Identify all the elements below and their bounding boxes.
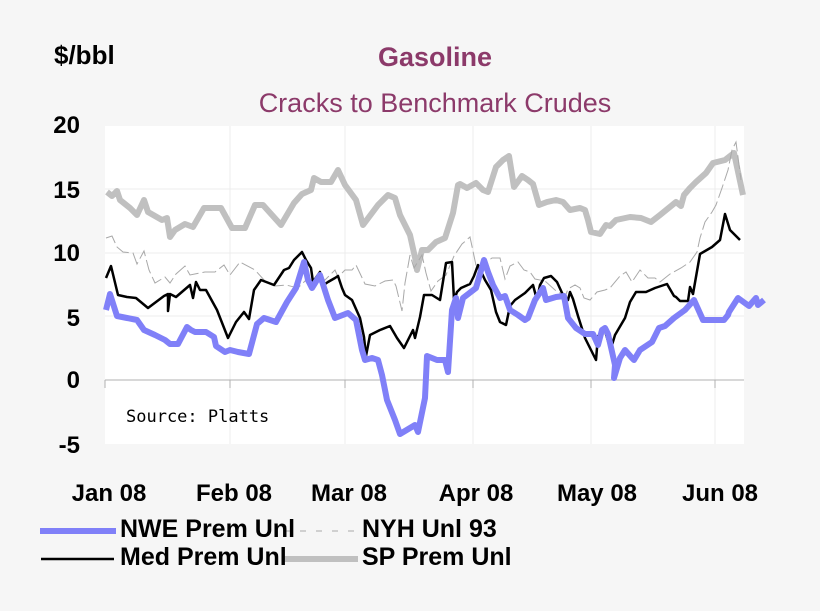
- series-nwe-prem-unl: [103, 257, 766, 437]
- series-med-prem-unl: [104, 212, 741, 362]
- y-tick-15: 15: [53, 177, 80, 204]
- x-tick-apr-08: Apr 08: [438, 480, 514, 507]
- source-annotation: Source: Platts: [126, 407, 270, 427]
- x-tick-mar-08: Mar 08: [310, 480, 388, 507]
- legend: NWE Prem Unl NYH Unl 93 Med Prem Unl SP …: [0, 512, 820, 582]
- legend-label-med: Med Prem Unl: [120, 543, 287, 571]
- y-tick-neg5: -5: [58, 432, 80, 459]
- series-nyh-unl-93: [105, 140, 742, 312]
- legend-label-nwe: NWE Prem Unl: [120, 515, 296, 543]
- x-tick-jan-08: Jan 08: [71, 480, 147, 507]
- legend-label-nyh: NYH Unl 93: [362, 515, 497, 543]
- y-tick-5: 5: [66, 305, 80, 332]
- x-tick-feb-08: Feb 08: [195, 480, 273, 507]
- series-sp-prem-unl: [105, 150, 746, 273]
- legend-label-sp: SP Prem Unl: [362, 543, 512, 571]
- y-tick-10: 10: [53, 240, 80, 267]
- chart-title: Gasoline: [377, 42, 493, 72]
- chart-subtitle: Cracks to Benchmark Crudes: [258, 88, 612, 118]
- y-axis-unit-label: $/bbl: [54, 40, 115, 70]
- legend-swatches: [40, 528, 358, 562]
- y-tick-0: 0: [66, 367, 80, 394]
- y-tick-20: 20: [53, 112, 80, 139]
- x-tick-may-08: May 08: [556, 480, 638, 507]
- x-tick-jun-08: Jun 08: [681, 480, 759, 507]
